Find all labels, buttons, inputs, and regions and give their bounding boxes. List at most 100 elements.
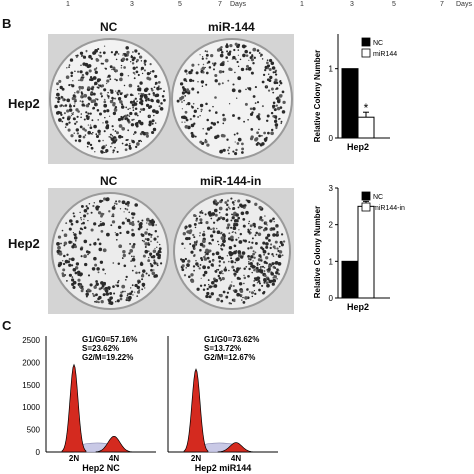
colony [161,95,165,98]
colony [231,58,233,60]
colony [116,91,119,94]
colony [95,205,100,210]
colony [144,63,147,66]
colony [213,68,215,71]
colony [118,134,122,139]
colony [134,49,136,51]
colony [61,96,63,99]
colony [134,291,136,293]
colony [252,107,256,111]
legend-swatch [361,48,371,58]
colony [119,294,123,298]
colony [103,109,107,113]
colony [220,244,223,247]
colony [260,226,263,229]
colony [128,252,131,255]
colony [267,131,270,135]
colony [221,231,223,234]
colony [92,294,96,298]
colony [152,109,156,113]
colony [257,141,259,144]
colony [114,97,117,100]
colony [98,132,101,136]
colony [234,42,238,46]
colony [191,87,195,91]
colony [183,78,187,82]
colony [238,293,241,297]
colony [244,239,247,243]
legend-swatch [361,202,371,212]
colony [270,272,274,276]
colony [120,66,123,69]
top-tick: 1 [66,1,70,8]
colony [188,224,192,228]
colony-dots [176,42,286,156]
colony [129,249,134,253]
colony [151,218,154,222]
colony [66,117,71,121]
colony [218,264,221,267]
colony [258,288,261,292]
colony [91,92,93,95]
colony [113,108,118,112]
colony [111,213,115,217]
colony [158,85,160,87]
colony [136,290,141,294]
colony [187,101,191,106]
colony [70,74,73,78]
colony [187,259,191,263]
colony [250,291,255,295]
colony [148,106,151,109]
colony [270,243,273,246]
colony [118,124,123,128]
colony [255,142,259,146]
colony [259,216,263,219]
colony [267,73,270,75]
colony [226,138,229,141]
colony [185,267,187,269]
colony [162,98,166,102]
colony [245,88,247,91]
top-tick: 7 [440,1,444,8]
column-label-nc-2: NC [100,174,118,188]
colony [65,122,69,126]
colony [196,240,198,242]
colony [92,107,95,110]
colony [146,222,148,224]
colony [131,255,133,258]
colony [257,280,261,283]
colony [121,126,126,131]
colony [75,128,79,132]
colony [149,252,153,256]
colony [263,267,266,269]
colony [241,151,244,154]
colony [80,255,83,258]
colony [268,67,272,72]
colony [249,246,253,250]
colony [229,208,231,210]
colony [83,76,85,78]
colony [222,148,226,152]
colony [265,245,269,249]
colony [63,112,66,115]
colony [143,287,146,289]
colony [60,104,63,107]
colony [123,84,126,87]
colony [80,116,82,119]
colony [141,239,144,242]
colony [235,148,238,152]
colony [181,108,184,110]
colony [139,81,143,85]
colony [226,291,230,294]
colony [80,219,82,221]
colony [139,222,143,226]
colony [220,133,225,138]
colony [116,281,119,284]
colony [104,67,108,70]
colony [140,274,145,278]
colony [264,215,266,217]
colony [237,237,240,239]
colony [95,282,99,286]
colony [68,240,72,244]
colony [78,134,82,139]
